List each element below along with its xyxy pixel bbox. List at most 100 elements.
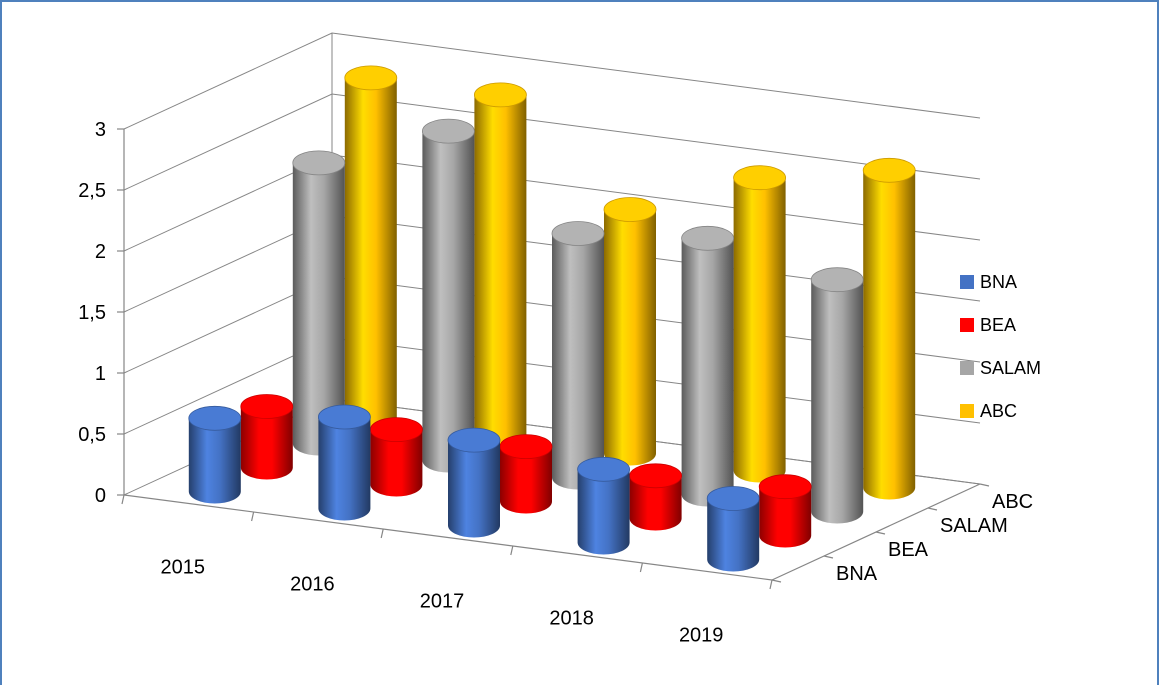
- bar-top: [473, 82, 527, 108]
- bar-body: [552, 233, 604, 490]
- bar-body: [863, 170, 916, 500]
- bar-salam-2015: [292, 150, 346, 456]
- bar-abc-2019: [862, 157, 916, 500]
- bars: [188, 65, 916, 572]
- depth-tick-label: BEA: [888, 539, 929, 561]
- legend-swatch: [960, 275, 974, 289]
- bar-bna-2019: [706, 486, 760, 572]
- bar-abc-2016: [473, 82, 527, 449]
- x-tick-label: 2016: [290, 574, 335, 596]
- x-tick-label: 2019: [679, 625, 724, 647]
- y-tick-label: 2: [95, 241, 106, 263]
- bar-body: [292, 162, 345, 456]
- bar-top: [862, 157, 916, 183]
- bar-bea-2019: [758, 474, 812, 548]
- bar-top: [317, 404, 371, 430]
- bar-top: [551, 221, 605, 246]
- bar-top: [629, 463, 682, 489]
- y-tick-label: 2,5: [78, 180, 106, 202]
- bar-top: [499, 434, 553, 460]
- depth-tick: [875, 531, 886, 535]
- y-tick-label: 3: [95, 119, 106, 141]
- bar-body: [344, 77, 397, 432]
- bar-body: [629, 475, 682, 531]
- depth-tick: [927, 507, 938, 511]
- bar-bea-2018: [629, 463, 682, 531]
- bar-top: [603, 197, 657, 222]
- bar-body: [707, 498, 760, 572]
- bar-body: [318, 417, 371, 521]
- depth-tick-label: BNA: [836, 563, 878, 585]
- bar-bea-2015: [240, 394, 294, 480]
- bar-top: [421, 118, 475, 144]
- depth-tick-label: ABC: [992, 491, 1033, 513]
- legend-swatch: [960, 404, 974, 418]
- bar-top: [706, 486, 760, 511]
- x-tick: [121, 494, 125, 505]
- legend-item-bna: BNA: [960, 272, 1017, 292]
- bar-bea-2017: [499, 434, 553, 514]
- depth-tick-label: SALAM: [940, 515, 1008, 537]
- legend-item-bea: BEA: [960, 315, 1016, 335]
- bar-top: [577, 456, 630, 482]
- legend-label: SALAM: [980, 358, 1041, 378]
- bar-top: [188, 405, 242, 431]
- legend-label: BEA: [980, 315, 1016, 335]
- bar-salam-2017: [551, 221, 605, 490]
- x-tick: [639, 562, 643, 573]
- bar-top: [240, 394, 294, 419]
- bar-body: [681, 238, 734, 507]
- bar-abc-2015: [344, 65, 398, 432]
- bar-abc-2017: [603, 197, 657, 466]
- legend-item-abc: ABC: [960, 401, 1017, 421]
- bar-body: [577, 469, 630, 555]
- y-tick-label: 0,5: [78, 424, 106, 446]
- bar-body: [474, 94, 527, 449]
- bar-body: [240, 406, 293, 480]
- bar-top: [733, 165, 786, 191]
- bar-body: [733, 177, 786, 483]
- depth-tick: [823, 555, 834, 559]
- x-axis-line: [123, 494, 773, 581]
- bar-top: [447, 427, 501, 453]
- x-tick-label: 2018: [549, 608, 594, 630]
- bar-body: [422, 131, 475, 473]
- depth-tick: [979, 483, 990, 487]
- x-tick: [380, 528, 384, 539]
- bar-top: [369, 417, 423, 443]
- bar-bna-2017: [447, 427, 501, 538]
- bar-body: [811, 279, 864, 524]
- bar-bna-2018: [577, 456, 630, 555]
- bar-salam-2019: [810, 267, 864, 524]
- legend-swatch: [960, 361, 974, 375]
- x-tick: [769, 579, 773, 590]
- x-tick-label: 2017: [420, 591, 465, 613]
- legend-label: BNA: [980, 272, 1017, 292]
- bar-top: [758, 474, 812, 500]
- bar-bna-2016: [317, 404, 371, 521]
- bar-body: [188, 418, 241, 504]
- gridline: [123, 32, 981, 130]
- legend-label: ABC: [980, 401, 1017, 421]
- bar-top: [344, 65, 398, 91]
- bar-abc-2018: [733, 165, 786, 483]
- axes: [117, 128, 990, 590]
- bar-top: [681, 225, 734, 251]
- y-tick-label: 0: [95, 485, 106, 507]
- y-tick-label: 1,5: [78, 302, 106, 324]
- bar-top: [810, 267, 864, 293]
- bar-top: [292, 150, 346, 176]
- bar-body: [759, 486, 812, 548]
- legend: BNA BEA SALAM ABC: [960, 272, 1041, 421]
- bar-body: [448, 440, 500, 538]
- bar-body: [370, 429, 423, 497]
- bar-bea-2016: [369, 417, 423, 497]
- axis-labels: 0 0,5 1 1,5 2 2,5 3 2015 2016 2017 2018 2019 BNA BEA S…: [78, 119, 1033, 647]
- x-tick: [510, 545, 514, 556]
- depth-tick: [771, 579, 782, 583]
- y-tick-label: 1: [95, 363, 106, 385]
- bar-salam-2018: [681, 225, 734, 507]
- legend-swatch: [960, 318, 974, 332]
